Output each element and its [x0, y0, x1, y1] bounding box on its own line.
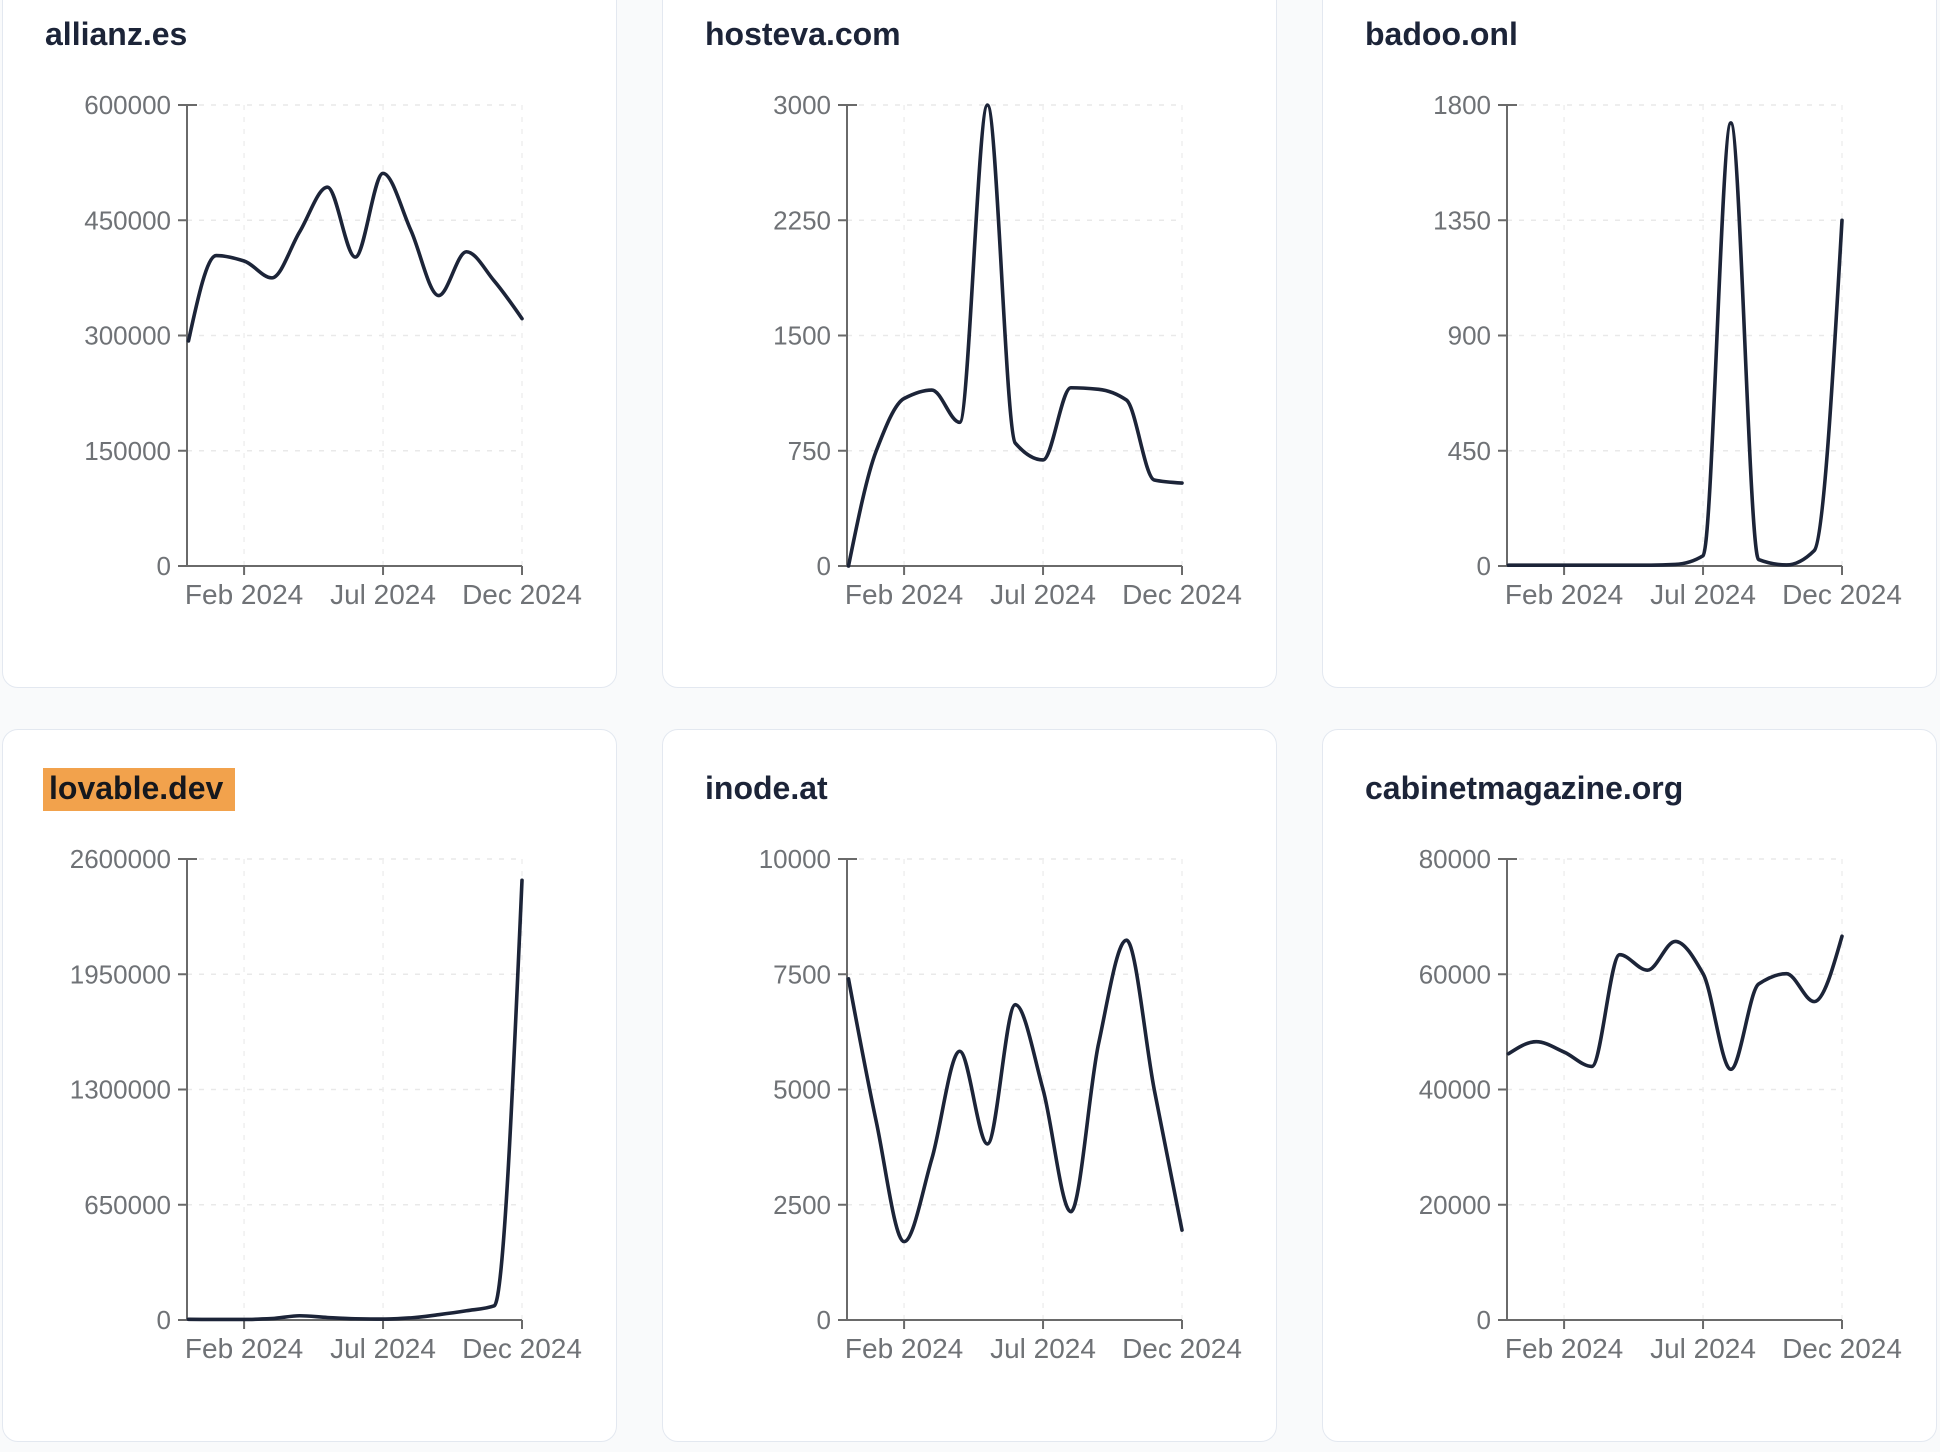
chart-title-text: hosteva.com	[705, 16, 901, 52]
chart-title-highlight: lovable.dev	[43, 768, 236, 811]
y-tick-label: 0	[817, 1305, 831, 1335]
line-chart: 0 450 900 1350 1800 Feb 2024 Jul 2024 Dec 2024	[1433, 90, 1902, 610]
chart-card[interactable]: lovable.dev 0 650000 1300000 1950000 2600000…	[2, 729, 617, 1442]
y-tick-label: 150000	[84, 436, 171, 466]
x-tick-label: Jul 2024	[330, 1333, 436, 1364]
chart-title: lovable.dev	[43, 768, 616, 811]
y-tick-label: 10000	[759, 844, 831, 874]
x-tick-label: Jul 2024	[990, 579, 1096, 610]
chart-title: allianz.es	[43, 14, 616, 54]
chart-title-text: inode.at	[705, 770, 828, 806]
y-tick-label: 40000	[1419, 1075, 1491, 1105]
y-tick-label: 1950000	[70, 959, 171, 989]
line-chart: 0 2500 5000 7500 10000 Feb 2024 Jul 2024 Dec 20…	[759, 844, 1242, 1364]
chart-card[interactable]: allianz.es 0 150000 300000 450000 600000 Feb …	[2, 0, 617, 688]
y-tick-label: 0	[157, 1305, 171, 1335]
chart-title-text: allianz.es	[45, 16, 188, 52]
line-chart: 0 750 1500 2250 3000 Feb 2024 Jul 2024 Dec 2024	[773, 90, 1242, 610]
line-chart: 0 20000 40000 60000 80000 Feb 2024 Jul 2024 Dec…	[1419, 844, 1902, 1364]
chart-title-text: badoo.onl	[1365, 16, 1518, 52]
y-tick-label: 0	[1477, 1305, 1491, 1335]
x-tick-label: Feb 2024	[185, 1333, 303, 1364]
y-tick-label: 650000	[84, 1190, 171, 1220]
x-tick-label: Feb 2024	[1505, 579, 1623, 610]
line-chart: 0 650000 1300000 1950000 2600000 Feb 2024 Jul …	[70, 844, 582, 1364]
y-tick-label: 60000	[1419, 959, 1491, 989]
y-tick-label: 0	[817, 551, 831, 581]
y-tick-label: 900	[1448, 321, 1491, 351]
x-tick-label: Feb 2024	[845, 1333, 963, 1364]
y-tick-label: 2500	[773, 1190, 831, 1220]
tick-labels: 0 150000 300000 450000 600000 Feb 2024 Jul 202…	[84, 90, 582, 610]
series-line	[186, 171, 524, 343]
x-tick-label: Feb 2024	[845, 579, 963, 610]
y-tick-label: 2250	[773, 205, 831, 235]
x-tick-label: Feb 2024	[185, 579, 303, 610]
y-tick-label: 600000	[84, 90, 171, 120]
tick-labels: 0 2500 5000 7500 10000 Feb 2024 Jul 2024 Dec 20…	[759, 844, 1242, 1364]
tick-labels: 0 750 1500 2250 3000 Feb 2024 Jul 2024 Dec 2024	[773, 90, 1242, 610]
x-tick-label: Jul 2024	[330, 579, 436, 610]
chart-title: inode.at	[703, 768, 1276, 808]
gridlines	[1507, 858, 1843, 1320]
y-tick-label: 1300000	[70, 1075, 171, 1105]
y-tick-label: 7500	[773, 959, 831, 989]
gridlines	[847, 858, 1183, 1320]
series-line	[186, 878, 524, 1322]
tick-labels: 0 20000 40000 60000 80000 Feb 2024 Jul 2024 Dec…	[1419, 844, 1902, 1364]
gridlines	[1507, 104, 1843, 566]
y-tick-label: 2600000	[70, 844, 171, 874]
series-line	[846, 938, 1184, 1244]
chart-title: badoo.onl	[1363, 14, 1936, 54]
y-tick-label: 750	[788, 436, 831, 466]
x-tick-label: Feb 2024	[1505, 1333, 1623, 1364]
x-tick-label: Jul 2024	[1650, 579, 1756, 610]
chart-title: cabinetmagazine.org	[1363, 768, 1936, 808]
gridlines	[187, 858, 523, 1320]
x-tick-label: Jul 2024	[1650, 1333, 1756, 1364]
y-tick-label: 20000	[1419, 1190, 1491, 1220]
x-tick-label: Dec 2024	[462, 1333, 582, 1364]
x-tick-label: Dec 2024	[1782, 1333, 1902, 1364]
y-tick-label: 5000	[773, 1075, 831, 1105]
series-line	[1506, 934, 1844, 1072]
axes	[1498, 104, 1843, 575]
gridlines	[187, 104, 523, 566]
chart-title-text: cabinetmagazine.org	[1365, 770, 1684, 806]
x-tick-label: Dec 2024	[1782, 579, 1902, 610]
y-tick-label: 80000	[1419, 844, 1491, 874]
y-tick-label: 3000	[773, 90, 831, 120]
chart-card[interactable]: cabinetmagazine.org 0 20000 40000 60000 8000…	[1322, 729, 1937, 1442]
x-tick-label: Dec 2024	[1122, 579, 1242, 610]
gridlines	[847, 104, 1183, 566]
axes	[178, 104, 523, 575]
chart-card[interactable]: hosteva.com 0 750 1500 2250 3000 Feb 2024 Jul …	[662, 0, 1277, 688]
series-line	[846, 103, 1184, 568]
y-tick-label: 1800	[1433, 90, 1491, 120]
x-tick-label: Dec 2024	[1122, 1333, 1242, 1364]
chart-card[interactable]: inode.at 0 2500 5000 7500 10000 Feb 2024 Jul 2…	[662, 729, 1277, 1442]
line-chart: 0 150000 300000 450000 600000 Feb 2024 Jul 202…	[84, 90, 582, 610]
x-tick-label: Jul 2024	[990, 1333, 1096, 1364]
y-tick-label: 450	[1448, 436, 1491, 466]
x-tick-label: Dec 2024	[462, 579, 582, 610]
axes	[838, 104, 1183, 575]
chart-card[interactable]: badoo.onl 0 450 900 1350 1800 Feb 2024 Jul 202…	[1322, 0, 1937, 688]
axes	[178, 858, 523, 1329]
y-tick-label: 300000	[84, 321, 171, 351]
series-line	[1506, 121, 1844, 568]
y-tick-label: 1500	[773, 321, 831, 351]
tick-labels: 0 450 900 1350 1800 Feb 2024 Jul 2024 Dec 2024	[1433, 90, 1902, 610]
y-tick-label: 0	[1477, 551, 1491, 581]
axes	[838, 858, 1183, 1329]
y-tick-label: 450000	[84, 205, 171, 235]
y-tick-label: 0	[157, 551, 171, 581]
tick-labels: 0 650000 1300000 1950000 2600000 Feb 2024 Jul …	[70, 844, 582, 1364]
y-tick-label: 1350	[1433, 205, 1491, 235]
chart-title: hosteva.com	[703, 14, 1276, 54]
axes	[1498, 858, 1843, 1329]
